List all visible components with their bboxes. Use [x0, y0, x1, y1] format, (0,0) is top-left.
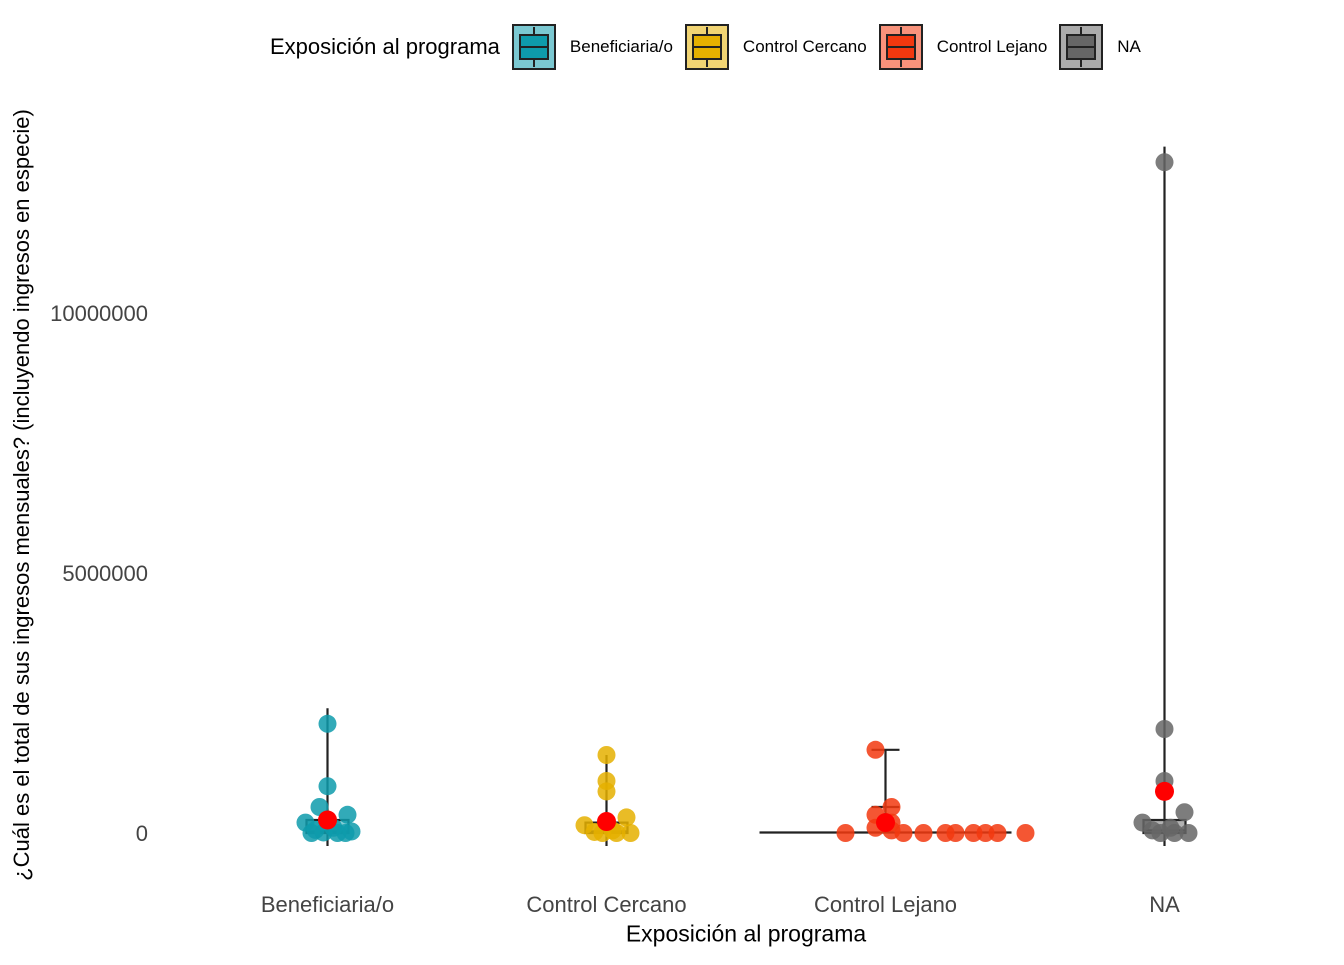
data-point [1155, 153, 1174, 172]
series-group [296, 708, 361, 846]
data-point [1175, 803, 1194, 822]
legend-item-control-cercano: Control Cercano [684, 24, 867, 70]
legend-key-icon [511, 24, 556, 70]
data-point [302, 824, 321, 842]
legend-item-beneficiaria: Beneficiaria/o [511, 24, 673, 70]
data-point [621, 824, 640, 842]
y-axis-label: ¿Cuál es el total de sus ingresos mensua… [9, 109, 34, 881]
legend-title: Exposición al programa [270, 34, 500, 59]
x-tick-label: Control Lejano [814, 892, 957, 917]
data-point [946, 824, 965, 842]
data-point [617, 808, 636, 827]
series-group [1133, 146, 1198, 846]
data-point [976, 824, 995, 842]
y-tick-label: 0 [136, 821, 148, 846]
data-point [336, 824, 355, 842]
x-tick-label: Beneficiaria/o [261, 892, 394, 917]
x-tick-label: NA [1149, 892, 1180, 917]
series-group [759, 740, 1035, 842]
x-axis-label: Exposición al programa [625, 920, 867, 947]
data-point [318, 777, 337, 796]
mean-point [318, 810, 337, 830]
legend-key-icon [684, 24, 729, 70]
legend-label: Control Lejano [936, 37, 1048, 56]
mean-point [1155, 781, 1174, 801]
data-point [914, 824, 933, 842]
legend-item-control-lejano: Control Lejano [878, 24, 1048, 70]
legend-item-na: NA [1059, 24, 1141, 70]
legend-key-icon [878, 24, 923, 70]
data-point [1016, 824, 1035, 842]
data-point [894, 824, 913, 842]
data-point [597, 782, 616, 801]
data-point [1151, 824, 1170, 842]
y-tick-label: 5000000 [62, 561, 148, 586]
y-tick-label: 10000000 [50, 301, 148, 326]
legend: Exposición al programa Beneficiaria/o Co… [270, 22, 1153, 72]
data-point [866, 740, 885, 759]
legend-label: Beneficiaria/o [569, 37, 673, 56]
data-point [1165, 824, 1184, 842]
x-tick-label: Control Cercano [526, 892, 686, 917]
data-point [338, 805, 357, 824]
data-point [836, 824, 855, 842]
data-point [597, 746, 616, 764]
series-group [575, 746, 640, 846]
data-point [1179, 824, 1198, 842]
legend-key-icon [1059, 24, 1104, 70]
data-point [318, 714, 337, 733]
legend-label: Control Cercano [742, 37, 867, 56]
data-point [882, 798, 901, 816]
mean-point [597, 812, 616, 832]
legend-label: NA [1117, 37, 1141, 56]
data-point [1155, 720, 1174, 738]
mean-point [876, 813, 895, 833]
